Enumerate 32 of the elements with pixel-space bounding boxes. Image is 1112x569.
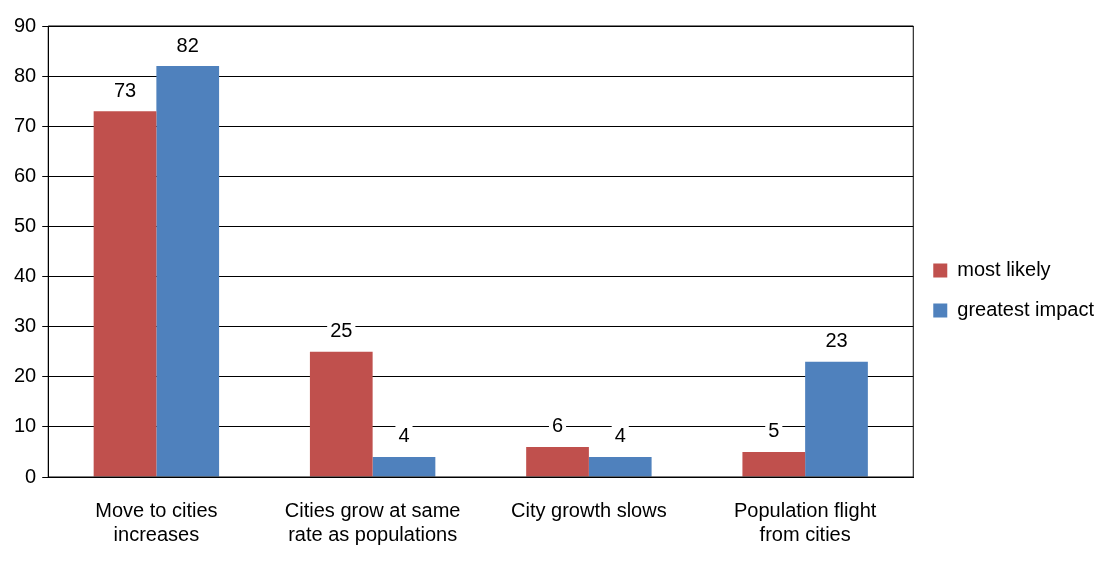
y-tick-label: 30 — [14, 314, 37, 337]
y-tick-label: 90 — [14, 13, 37, 36]
bar — [309, 351, 373, 477]
y-tick-label: 10 — [14, 414, 37, 437]
bar — [526, 446, 589, 477]
bar — [588, 456, 652, 477]
x-tick-label: City growth slows — [511, 498, 667, 521]
x-tick-label: Cities grow at same rate as populations — [284, 498, 461, 545]
data-label: 23 — [825, 329, 848, 352]
y-tick-label: 20 — [14, 364, 37, 387]
data-label: 73 — [113, 78, 137, 101]
data-label: 4 — [614, 424, 626, 447]
data-label: 82 — [176, 33, 199, 56]
bar — [93, 111, 157, 477]
y-tick-label: 50 — [14, 213, 37, 236]
data-label: 6 — [551, 414, 564, 437]
y-tick-label: 0 — [25, 464, 37, 487]
bar — [372, 456, 436, 477]
bar — [156, 66, 220, 477]
y-tick-label: 40 — [14, 264, 37, 287]
bar — [742, 451, 806, 477]
y-tick-label: 80 — [14, 63, 37, 86]
x-tick-label: Population flight from cities — [733, 498, 877, 545]
bar — [805, 361, 868, 477]
data-label: 25 — [330, 319, 353, 342]
y-tick-label: 60 — [14, 163, 37, 186]
data-label: 4 — [398, 424, 410, 447]
data-label: 5 — [768, 419, 780, 442]
y-tick-label: 70 — [14, 113, 37, 136]
legend-label: greatest impact — [957, 298, 1095, 321]
legend-label: most likely — [957, 258, 1051, 281]
x-tick-label: Move to cities increases — [95, 498, 218, 545]
